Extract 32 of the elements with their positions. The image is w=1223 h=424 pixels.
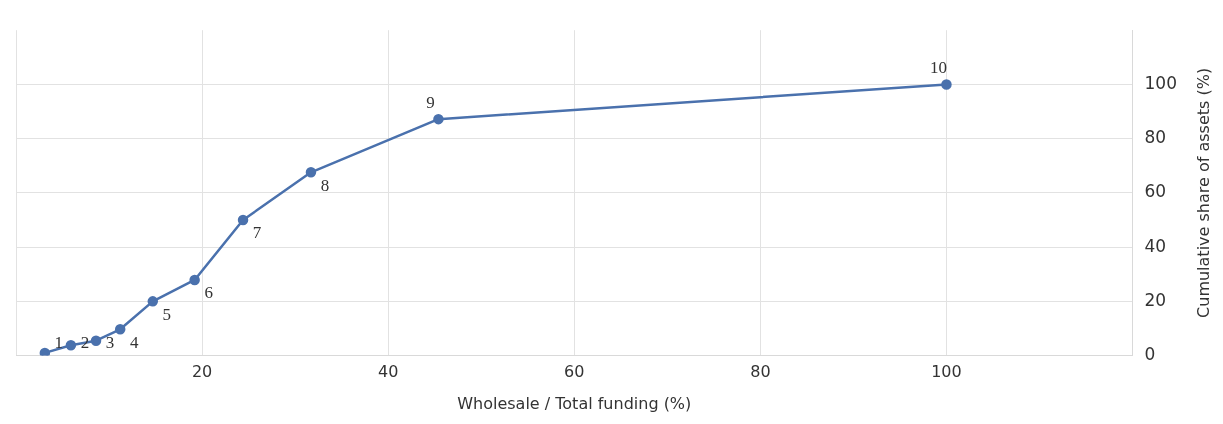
x-tick-label: 80 (750, 362, 771, 382)
annotation: 3 (105, 333, 115, 353)
point (189, 274, 200, 286)
y-tick-label: 60 (1144, 181, 1167, 202)
annotation: 6 (204, 283, 213, 303)
y-tick-label: 100 (1144, 72, 1178, 93)
point (237, 214, 249, 226)
annotation: 8 (320, 175, 330, 195)
annotation: 4 (129, 332, 139, 352)
point (147, 296, 159, 307)
x-tick-label: 40 (378, 362, 399, 382)
x-axis-title: Wholesale / Total funding (%) (457, 393, 692, 413)
point (90, 335, 102, 346)
y-tick-label: 0 (1144, 344, 1156, 365)
annotation: 5 (162, 304, 172, 324)
point (305, 167, 317, 178)
y-tick-label: 80 (1144, 127, 1167, 148)
point (433, 113, 444, 125)
annotation: 9 (426, 92, 435, 112)
x-tick-label: 20 (191, 362, 213, 382)
annotation: 10 (929, 57, 947, 77)
annotation: 1 (54, 333, 64, 353)
y-tick-label: 20 (1144, 289, 1167, 310)
point (114, 324, 126, 335)
y-tick-label: 40 (1144, 235, 1167, 256)
y-axis-title: Cumulative share of assets (%) (1194, 67, 1214, 318)
x-tick-label: 60 (564, 362, 585, 382)
point (941, 79, 952, 90)
annotation: 7 (252, 223, 262, 243)
x-tick-label: 100 (931, 362, 962, 382)
point (65, 340, 77, 351)
point (39, 347, 51, 356)
